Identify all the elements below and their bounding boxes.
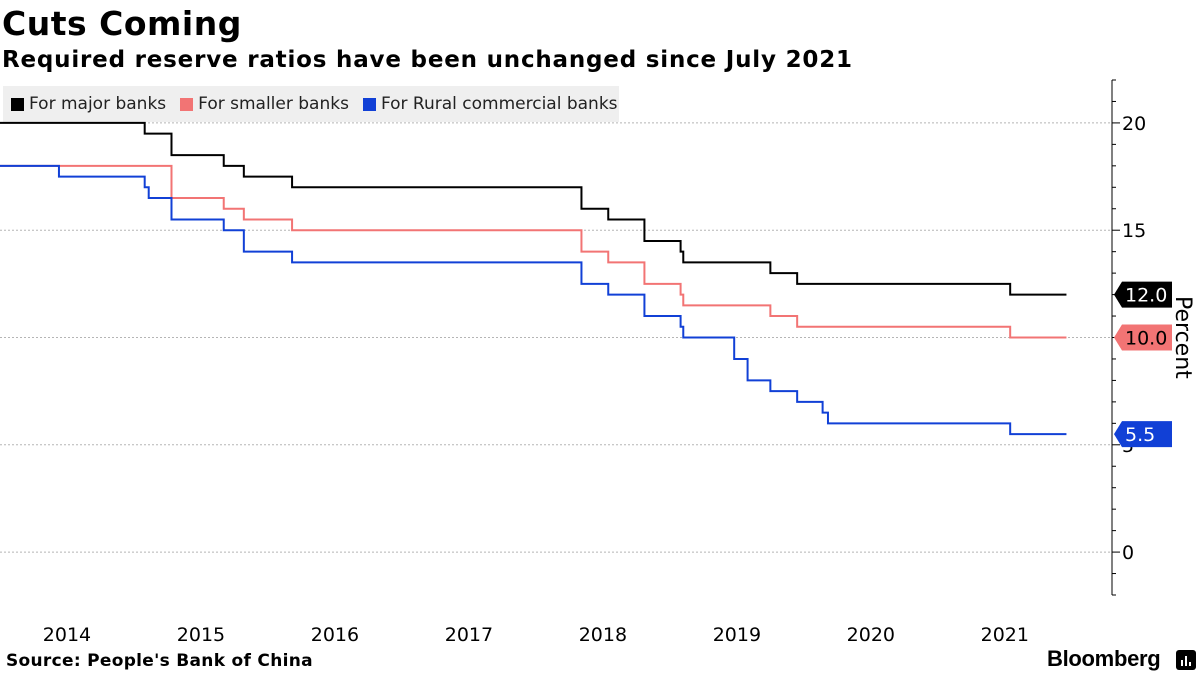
legend: For major banks For smaller banks For Ru… (3, 86, 619, 122)
end-label-tag-0 (1114, 281, 1172, 308)
x-tick-label-2014: 2014 (43, 624, 91, 646)
x-tick-label-2018: 2018 (579, 624, 627, 646)
legend-item-smaller-banks: For smaller banks (180, 94, 349, 114)
legend-swatch-major-banks (11, 97, 24, 111)
end-label-tag-1 (1114, 324, 1172, 351)
legend-label-smaller-banks: For smaller banks (198, 94, 349, 114)
legend-label-rural-banks: For Rural commercial banks (380, 94, 618, 114)
y-axis-title: Percent (1170, 296, 1195, 379)
y-tick-label-15: 15 (1122, 220, 1146, 242)
bloomberg-terminal-icon (1176, 650, 1196, 670)
chart-title: Cuts Coming (2, 4, 242, 43)
source-note: Source: People's Bank of China (6, 651, 313, 671)
end-label-1: 10.0 (1125, 328, 1167, 350)
end-label-tag-2 (1114, 421, 1172, 448)
chart-subtitle: Required reserve ratios have been unchan… (2, 47, 853, 73)
y-tick-label-0: 0 (1122, 542, 1134, 564)
legend-item-major-banks: For major banks (11, 94, 166, 114)
legend-swatch-rural-banks (362, 97, 376, 111)
x-tick-label-2020: 2020 (847, 624, 895, 646)
y-tick-label-20: 20 (1122, 113, 1146, 135)
x-tick-label-2017: 2017 (445, 624, 493, 646)
x-tick-label-2021: 2021 (981, 624, 1029, 646)
end-label-2: 5.5 (1125, 424, 1155, 446)
legend-swatch-smaller-banks (180, 97, 194, 111)
legend-label-major-banks: For major banks (29, 94, 167, 114)
bloomberg-logo: Bloomberg (1047, 646, 1161, 671)
x-tick-label-2016: 2016 (311, 624, 359, 646)
series-line-2 (0, 164, 1067, 436)
series-line-0 (0, 121, 1067, 296)
x-tick-label-2015: 2015 (177, 624, 225, 646)
series-line-1 (0, 164, 1067, 339)
legend-item-rural-banks: For Rural commercial banks (362, 94, 618, 114)
end-label-0: 12.0 (1125, 285, 1167, 307)
x-tick-label-2019: 2019 (713, 624, 761, 646)
